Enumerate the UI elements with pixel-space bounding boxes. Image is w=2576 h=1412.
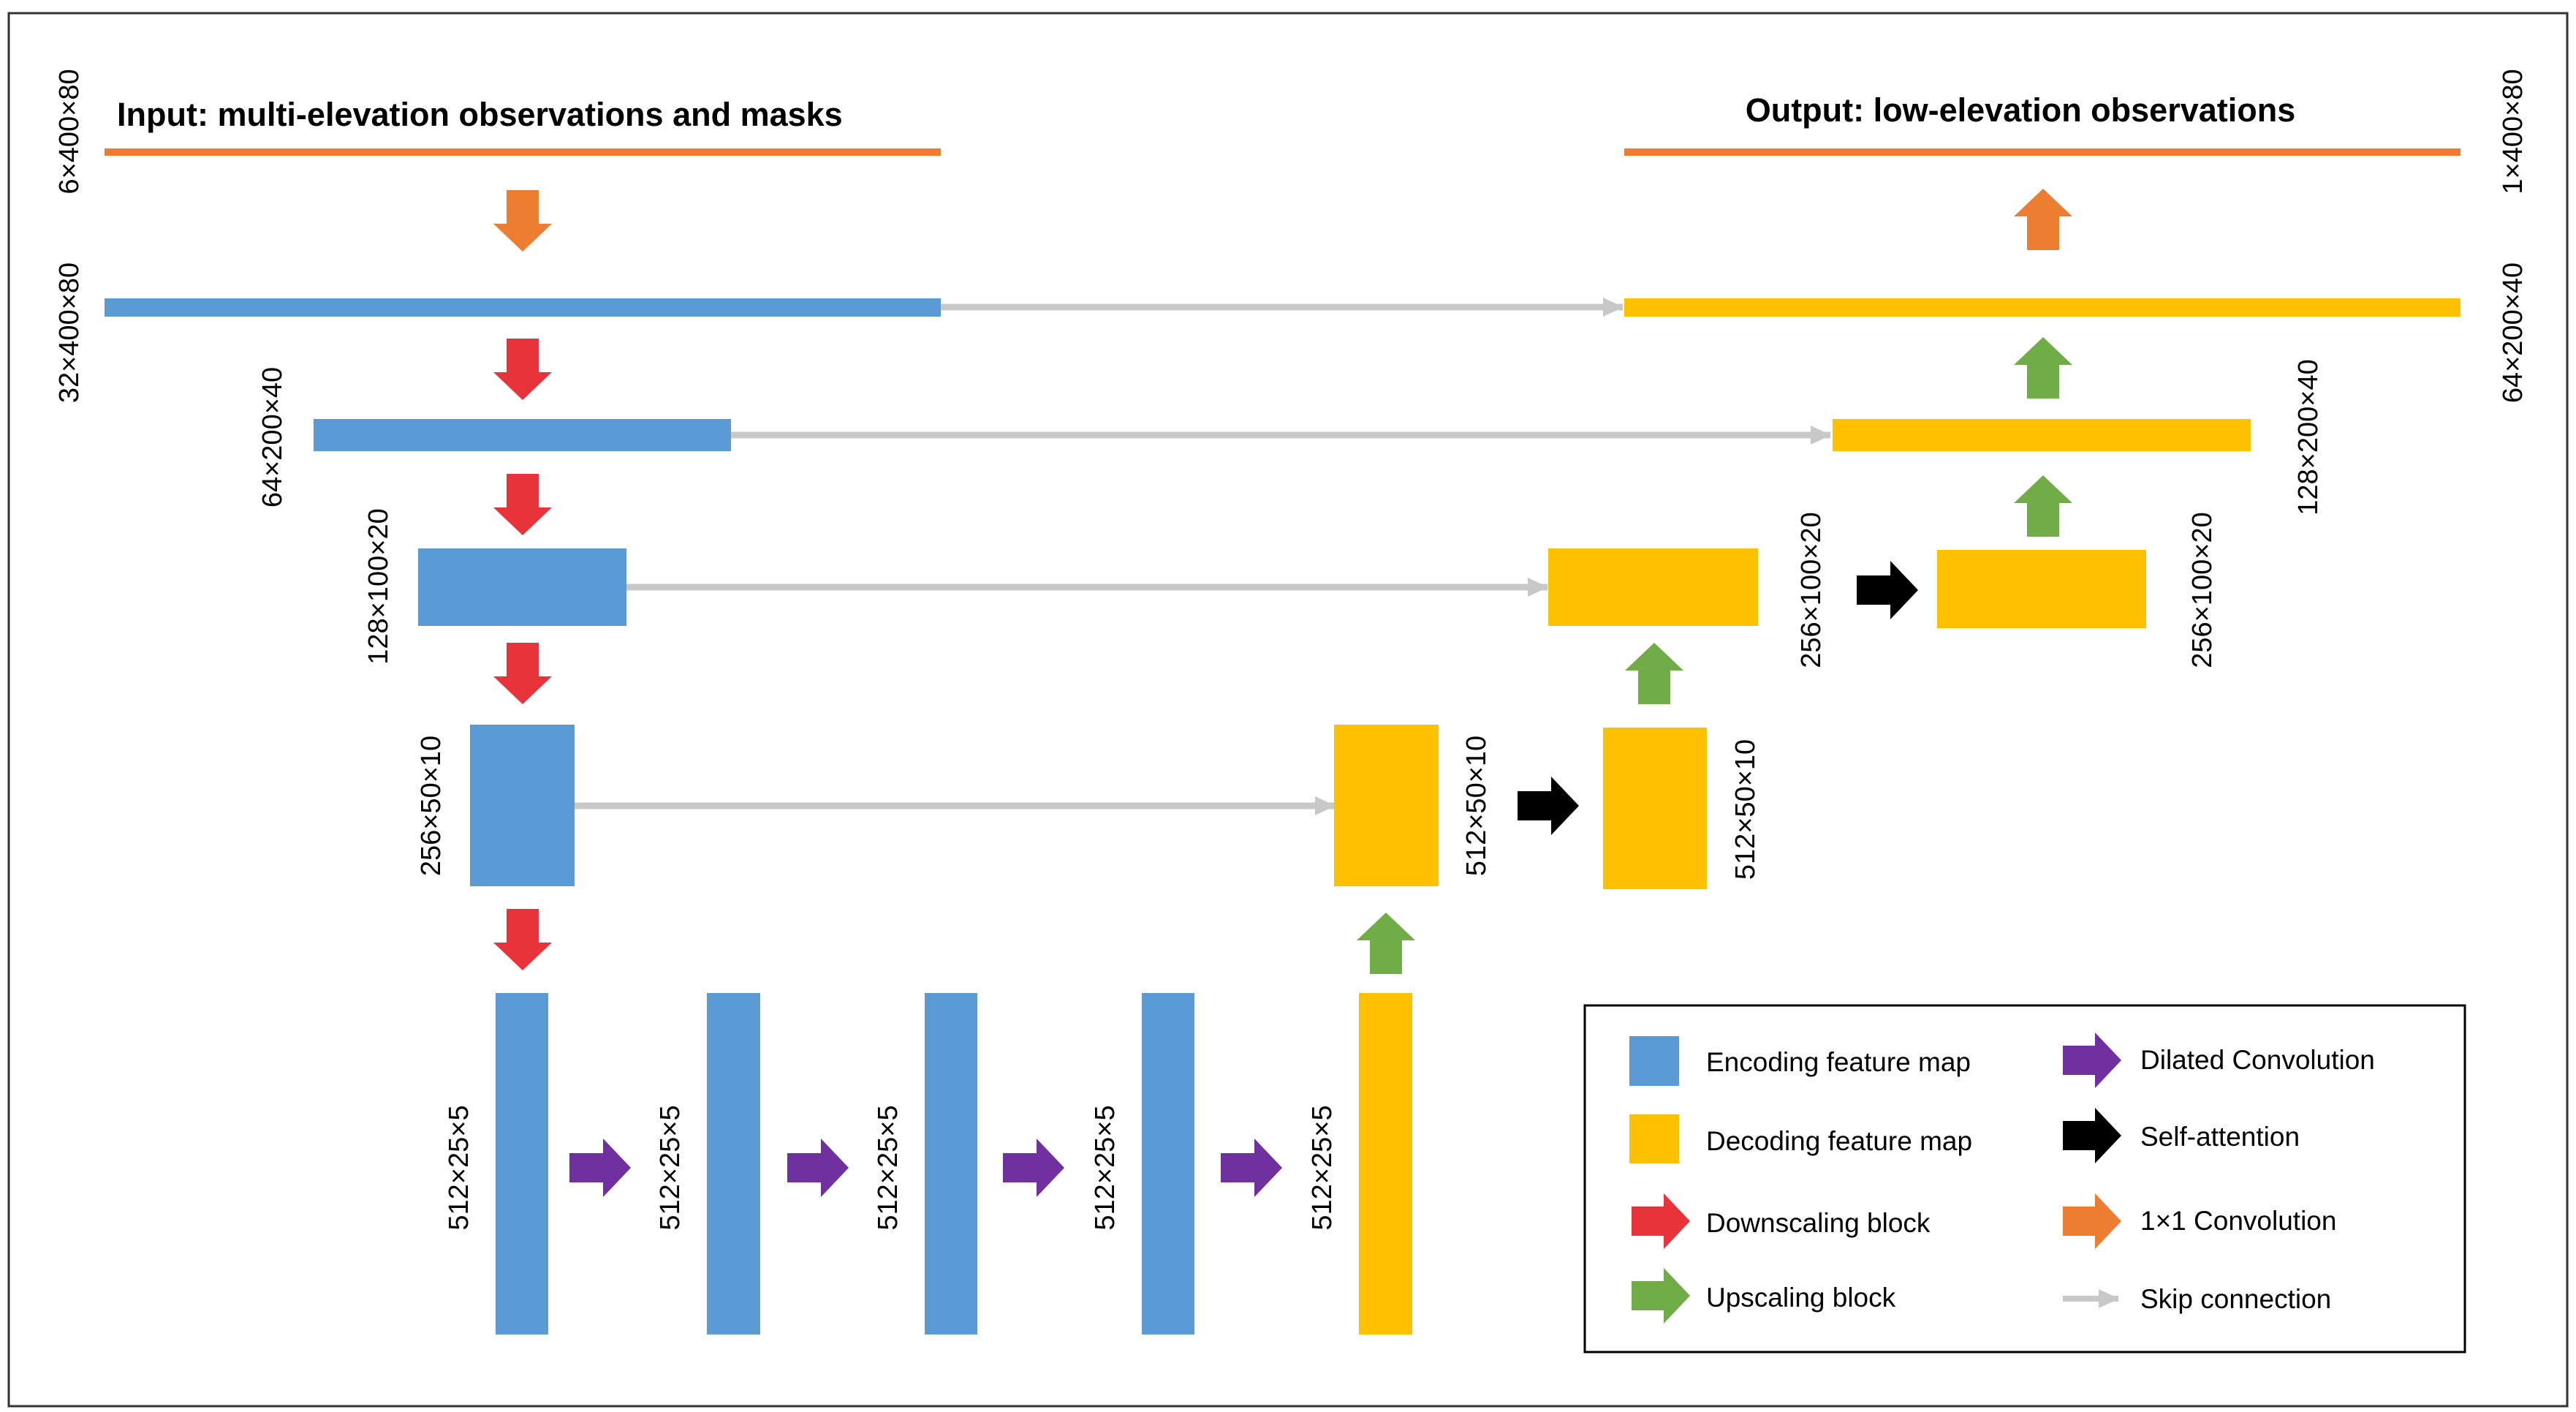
decoding-feature-map-3a xyxy=(1548,548,1758,626)
legend-conv1x1-arrow-icon xyxy=(2063,1193,2121,1249)
upscaling-arrow-3 xyxy=(2014,475,2072,537)
legend-swatch-decoding xyxy=(1629,1114,1679,1163)
input-title: Input: multi-elevation observations and … xyxy=(117,96,843,133)
legend-label-dilated: Dilated Convolution xyxy=(2140,1045,2375,1075)
dim-label-bottleneck-4: 512×25×5 xyxy=(1090,1105,1121,1230)
bottleneck-feature-map-1 xyxy=(496,993,548,1334)
figure-frame xyxy=(7,12,2569,1408)
decoding-feature-map-1 xyxy=(1624,298,2461,317)
dim-label-dec2: 128×200×40 xyxy=(2293,359,2324,515)
self-attention-arrow-1 xyxy=(1518,777,1579,835)
legend-self-attention-arrow-icon xyxy=(2063,1108,2121,1163)
self-attention-arrow-2 xyxy=(1857,561,1918,619)
legend-upscaling-arrow-icon xyxy=(1632,1268,1690,1324)
dilated-conv-arrow-4 xyxy=(1221,1139,1282,1197)
output-title: Output: low-elevation observations xyxy=(1746,91,2296,129)
legend-dilated-arrow-icon xyxy=(2063,1032,2121,1088)
dim-label-bottleneck-5: 512×25×5 xyxy=(1307,1105,1338,1230)
dim-label-enc1: 32×400×80 xyxy=(54,263,85,403)
bottleneck-feature-map-2 xyxy=(707,993,760,1334)
legend-label-downscaling: Downscaling block xyxy=(1706,1208,1931,1238)
upscaling-arrow-2 xyxy=(1625,643,1683,704)
dim-label-input: 6×400×80 xyxy=(54,69,85,194)
legend-label-encoding: Encoding feature map xyxy=(1706,1047,1971,1077)
encoding-feature-map-1 xyxy=(105,298,941,317)
conv1x1-arrow-output xyxy=(2014,189,2072,250)
upscaling-arrow-1 xyxy=(1357,913,1415,974)
upscaling-arrow-4 xyxy=(2014,337,2072,399)
decoding-feature-map-4b xyxy=(1603,728,1707,889)
dilated-conv-arrow-2 xyxy=(787,1139,849,1197)
legend: Encoding feature map Decoding feature ma… xyxy=(1583,1004,2466,1354)
dim-label-enc3: 128×100×20 xyxy=(363,508,394,664)
dim-label-bottleneck-1: 512×25×5 xyxy=(444,1105,474,1230)
encoding-feature-map-3 xyxy=(418,548,626,626)
dilated-conv-arrow-3 xyxy=(1003,1139,1064,1197)
legend-box xyxy=(1583,1004,2466,1354)
legend-label-self-attention: Self-attention xyxy=(2140,1122,2300,1152)
bottleneck-feature-map-4 xyxy=(1142,993,1194,1334)
downscaling-arrow-1 xyxy=(493,339,552,400)
encoding-feature-map-2 xyxy=(314,419,731,451)
decoding-feature-map-4a xyxy=(1334,725,1439,886)
legend-label-skip: Skip connection xyxy=(2140,1284,2331,1314)
dim-label-dec3a: 256×100×20 xyxy=(1796,512,1827,668)
bottleneck-feature-map-3 xyxy=(925,993,977,1334)
conv1x1-arrow-input xyxy=(493,190,552,252)
downscaling-arrow-2 xyxy=(493,474,552,535)
dilated-conv-arrow-1 xyxy=(569,1139,631,1197)
legend-downscaling-arrow-icon xyxy=(1632,1193,1690,1249)
legend-swatch-encoding xyxy=(1629,1036,1679,1086)
dim-label-bottleneck-3: 512×25×5 xyxy=(873,1105,904,1230)
encoding-feature-map-4 xyxy=(470,725,575,886)
dim-label-dec1: 64×200×40 xyxy=(2498,263,2528,403)
downscaling-arrow-3 xyxy=(493,643,552,704)
dim-label-output: 1×400×80 xyxy=(2498,69,2528,194)
legend-label-decoding: Decoding feature map xyxy=(1706,1126,1972,1156)
legend-label-upscaling: Upscaling block xyxy=(1706,1283,1896,1313)
decoding-feature-map-2 xyxy=(1833,419,2251,451)
decoding-feature-map-3b xyxy=(1937,550,2146,628)
dim-label-enc2: 64×200×40 xyxy=(257,367,288,507)
dim-label-dec4a: 512×50×10 xyxy=(1461,736,1492,876)
legend-label-conv1x1: 1×1 Convolution xyxy=(2140,1206,2336,1236)
dim-label-bottleneck-2: 512×25×5 xyxy=(655,1105,686,1230)
bottleneck-decoding-feature-map xyxy=(1359,993,1412,1334)
dim-label-dec3b: 256×100×20 xyxy=(2187,512,2218,668)
downscaling-arrow-4 xyxy=(493,909,552,970)
dim-label-dec4b: 512×50×10 xyxy=(1730,739,1761,880)
dim-label-enc4: 256×50×10 xyxy=(416,736,447,876)
